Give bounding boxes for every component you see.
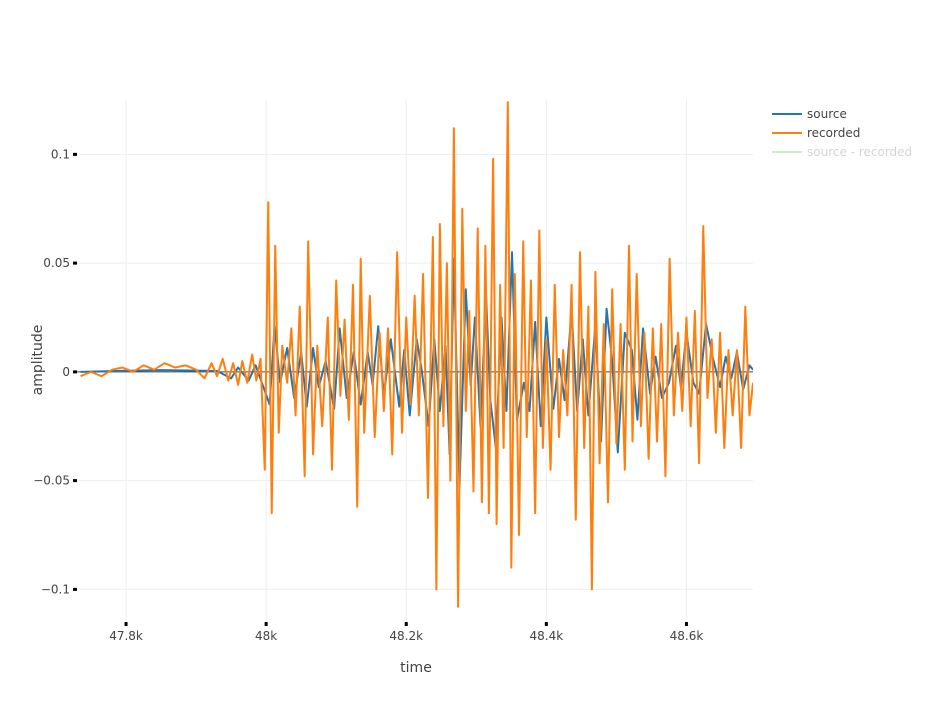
x-tick-mark	[544, 622, 548, 626]
legend-item[interactable]: source - recorded	[772, 145, 912, 159]
y-tick-label: −0.05	[33, 474, 70, 488]
y-tick-mark	[73, 370, 77, 374]
x-tick-mark	[264, 622, 268, 626]
y-tick-label: −0.1	[41, 582, 70, 596]
x-tick-label: 48.6k	[670, 629, 704, 643]
y-tick-mark	[73, 261, 77, 265]
y-tick-label: 0.1	[51, 147, 70, 161]
y-tick-mark	[73, 152, 77, 156]
x-tick-label: 47.8k	[109, 629, 143, 643]
y-tick-mark	[73, 479, 77, 483]
series-group	[80, 101, 754, 608]
y-tick-mark	[73, 587, 77, 591]
x-axis-title: time	[400, 660, 432, 676]
legend-label: source - recorded	[807, 145, 912, 159]
grid	[77, 100, 753, 622]
x-tick-label: 48.4k	[530, 629, 564, 643]
series-line-recorded[interactable]	[80, 101, 754, 608]
legend-label: source	[807, 107, 847, 121]
legend-item[interactable]: recorded	[772, 126, 860, 140]
x-tick-label: 48k	[255, 629, 277, 643]
axes: 47.8k 48k 48.2k 48.4k 48.6k 0.1 0.05 0 −0.05 −0.1	[33, 147, 703, 643]
y-tick-label: 0.05	[43, 256, 70, 270]
legend-item[interactable]: source	[772, 107, 847, 121]
legend-label: recorded	[807, 126, 860, 140]
x-tick-mark	[124, 622, 128, 626]
y-tick-label: 0	[62, 365, 70, 379]
y-axis-title: amplitude	[30, 325, 46, 396]
x-tick-mark	[404, 622, 408, 626]
x-tick-label: 48.2k	[389, 629, 423, 643]
x-tick-mark	[684, 622, 688, 626]
legend[interactable]: source recorded source - recorded	[772, 107, 912, 159]
